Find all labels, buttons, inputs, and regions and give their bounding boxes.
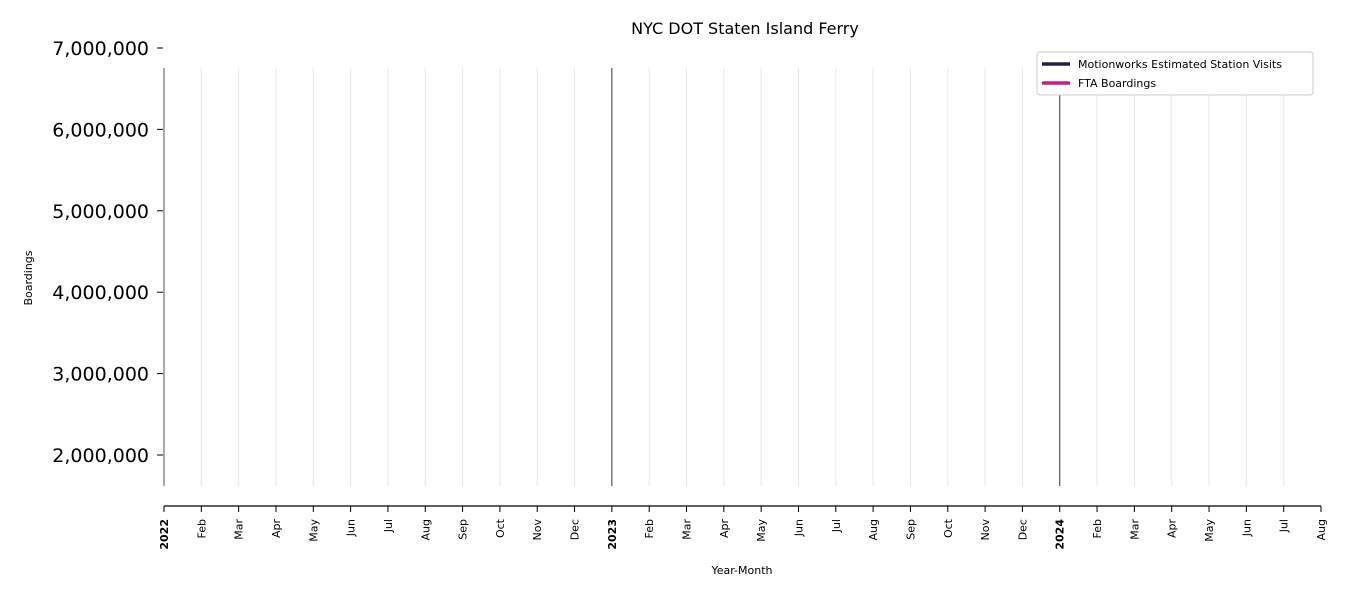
x-tick-label: Nov (979, 519, 992, 541)
grid-layer (200, 68, 1285, 486)
x-tick-label: Feb (195, 519, 208, 538)
x-tick-label: May (307, 519, 320, 542)
x-tick-label: Mar (233, 519, 246, 540)
x-tick-label: Jun (792, 519, 805, 537)
x-tick-label: Dec (569, 519, 582, 540)
x-tick-label: Sep (904, 519, 917, 540)
x-tick-label: Aug (867, 519, 880, 540)
x-tick-label: Jul (382, 519, 395, 533)
x-tick-label: Oct (494, 518, 507, 538)
x-tick-label: Jul (1278, 519, 1291, 533)
x-tick-label-year: 2024 (1054, 519, 1067, 550)
x-tick-label-year: 2023 (606, 519, 619, 550)
x-tick-label: Jun (345, 519, 358, 537)
x-tick-label: Apr (718, 519, 731, 539)
x-tick-label: Dec (1016, 519, 1029, 540)
x-tick-label: May (1203, 519, 1216, 542)
year-line-layer (611, 68, 1061, 486)
x-tick-label: Aug (419, 519, 432, 540)
x-tick-label: Apr (270, 519, 283, 539)
y-ticks: 2,000,000 3,000,000 4,000,000 5,000,000 6,00… (52, 38, 163, 467)
y-axis-label: Boardings (22, 250, 35, 305)
x-tick-label: Feb (643, 519, 656, 538)
y-tick-label: 3,000,000 (52, 364, 149, 386)
x-tick-label-year: 2022 (158, 519, 171, 550)
legend-box (1036, 51, 1314, 96)
x-tick-label: Jun (1240, 519, 1253, 537)
legend-label-motionworks: Motionworks Estimated Station Visits (1078, 58, 1282, 71)
x-tick-label: Oct (942, 518, 955, 538)
x-axis-label: Year-Month (710, 564, 772, 577)
y-tick-label: 4,000,000 (52, 282, 149, 304)
x-tick-label: Apr (1166, 519, 1179, 539)
x-tick-label: Mar (681, 519, 694, 540)
x-tick-label: Sep (457, 519, 470, 540)
legend-label-fta: FTA Boardings (1078, 77, 1156, 90)
x-tick-label: Aug (1315, 519, 1328, 540)
x-tick-label: Mar (1128, 519, 1141, 540)
y-tick-label: 2,000,000 (52, 445, 149, 467)
x-tick-label: Nov (531, 519, 544, 541)
y-tick-label: 7,000,000 (52, 38, 149, 60)
x-tick-label: Feb (1091, 519, 1104, 538)
chart-title: NYC DOT Staten Island Ferry (631, 19, 859, 38)
x-ticks: 2022 Feb Mar Apr May Jun Jul Aug Sep Oct Nov Dec 202… (158, 506, 1328, 550)
y-tick-label: 5,000,000 (52, 201, 149, 223)
x-tick-label: May (755, 519, 768, 542)
x-tick-label: Jul (830, 519, 843, 533)
legend: Motionworks Estimated Station Visits FTA… (1036, 51, 1314, 96)
y-tick-label: 6,000,000 (52, 119, 149, 141)
